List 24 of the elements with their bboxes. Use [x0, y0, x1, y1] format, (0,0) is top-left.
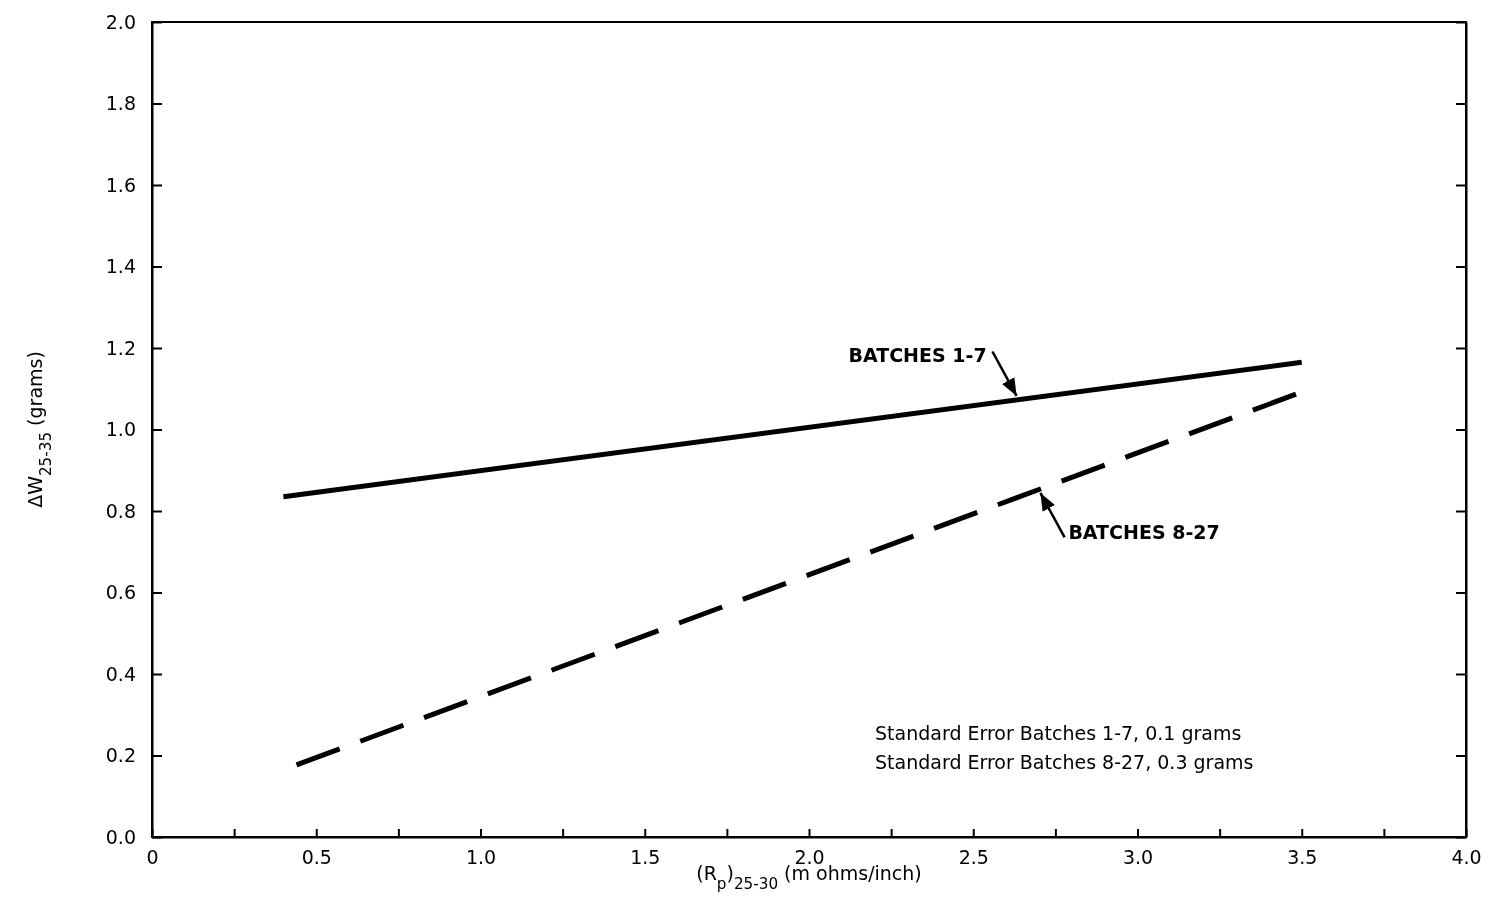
x-tick-label: 3.5 [1287, 846, 1318, 869]
annotation: Standard Error Batches 1-7, 0.1 grams [875, 722, 1242, 744]
y-tick-label: 0.2 [105, 744, 136, 767]
y-tick-label: 1.0 [105, 418, 136, 441]
annotation: Standard Error Batches 8-27, 0.3 grams [875, 751, 1254, 773]
x-tick-label: 1.5 [630, 846, 661, 869]
text: BATCHES 8-27 [1068, 520, 1220, 543]
y-tick-label: 0.4 [105, 662, 136, 685]
x-tick-label: 0 [146, 846, 159, 869]
x-tick-label: 2.5 [958, 846, 989, 869]
y-tick-label: 0.0 [105, 825, 136, 848]
y-tick-label: 1.2 [105, 336, 136, 359]
x-tick-label: 1.0 [465, 846, 497, 869]
x-tick-label: 4.0 [1451, 846, 1482, 869]
series-label: BATCHES 1-7 [848, 343, 987, 366]
y-tick-label: 2.0 [105, 10, 136, 33]
y-tick-label: 1.6 [105, 173, 136, 196]
y-tick-label: 1.8 [105, 92, 136, 115]
x-tick-label: 2.0 [794, 846, 825, 869]
y-tick-label: 0.8 [105, 499, 136, 522]
y-tick-label: 1.4 [105, 255, 136, 278]
x-tick-label: 3.0 [1122, 846, 1154, 869]
x-tick-label: 0.5 [301, 846, 332, 869]
y-tick-label: 0.6 [105, 581, 136, 604]
